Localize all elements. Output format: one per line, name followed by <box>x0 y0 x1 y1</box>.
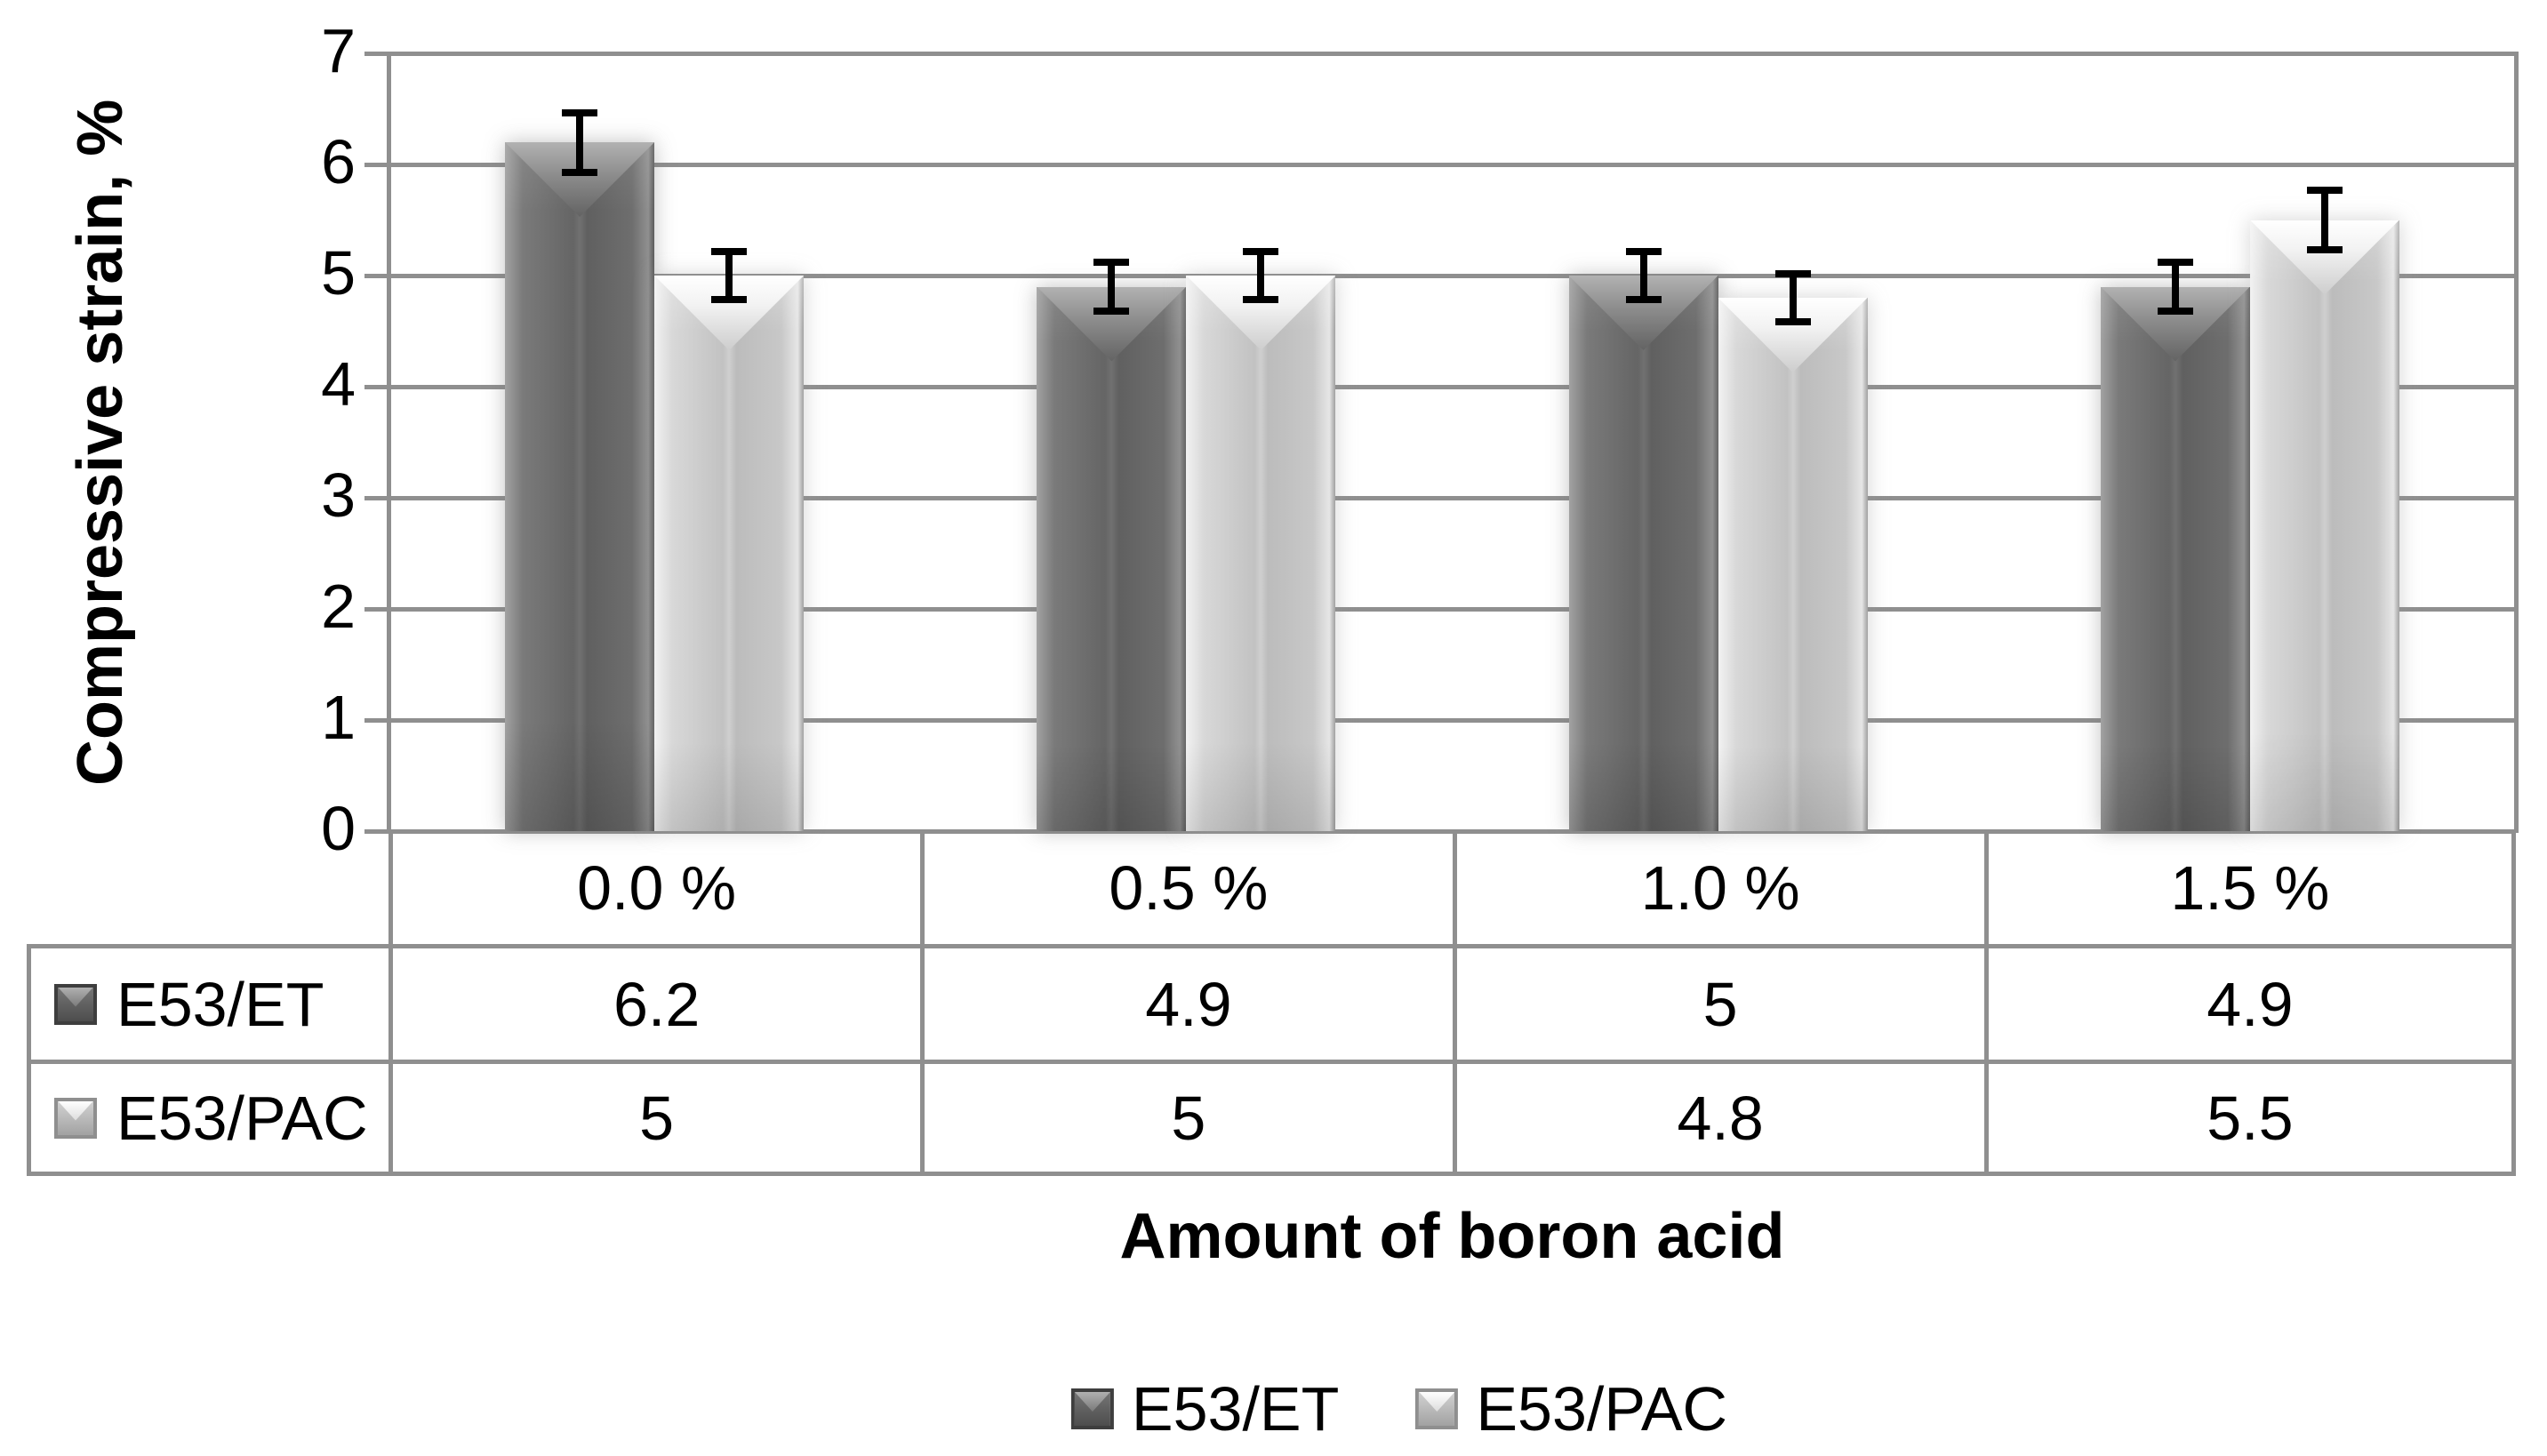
y-axis-tick-mark <box>364 273 389 278</box>
error-bar <box>1093 259 1130 315</box>
legend-key-light-icon <box>1415 1388 1459 1429</box>
series-label: E53/ET <box>116 969 324 1039</box>
plot-right-border <box>2513 52 2519 833</box>
value-cell: 5 <box>1452 944 1984 1060</box>
gridline-y-4 <box>388 384 2516 389</box>
gridline-y-7 <box>388 51 2516 56</box>
error-bar <box>2157 259 2193 315</box>
gridline-y-5 <box>388 273 2516 278</box>
y-axis-tick-mark <box>364 384 389 389</box>
error-bar <box>1243 247 1279 304</box>
y-axis-tick-label: 3 <box>321 460 356 531</box>
error-bar-top-cap <box>1093 259 1130 267</box>
x-axis-title: Amount of boron acid <box>1119 1201 1785 1272</box>
y-axis-tick-mark <box>364 162 389 167</box>
error-bar-line <box>725 247 733 304</box>
y-axis-tick-label: 4 <box>321 349 356 420</box>
error-bar-bottom-cap <box>1625 296 1662 304</box>
table-corner-blank <box>27 831 388 944</box>
bar-e53-pac-4 <box>2249 220 2399 831</box>
error-bar-top-cap <box>1243 247 1279 255</box>
gridline-y-6 <box>388 162 2516 167</box>
gridline-y-2 <box>388 606 2516 612</box>
error-bar <box>1774 269 1811 326</box>
error-bar-bottom-cap <box>1093 307 1130 315</box>
error-bar-top-cap <box>562 108 598 116</box>
error-bar <box>562 108 598 176</box>
bar-e53-et-2 <box>1037 286 1187 831</box>
bar-e53-pac-3 <box>1718 298 1868 831</box>
value-cell: 4.9 <box>920 944 1453 1060</box>
y-axis-tick-label: 0 <box>321 794 356 864</box>
error-bar-line <box>1789 269 1797 326</box>
legend-key-dark-icon <box>54 983 97 1025</box>
value-cell: 5 <box>388 1060 921 1176</box>
y-axis-tick-label: 2 <box>321 572 356 642</box>
bar-e53-et-1 <box>505 142 655 831</box>
legend-label: E53/ET <box>1131 1374 1340 1444</box>
error-bar-top-cap <box>711 247 748 255</box>
series-label-cell: E53/PAC <box>27 1060 388 1176</box>
series-label-cell: E53/ET <box>27 944 388 1060</box>
y-axis-tick-mark <box>364 495 389 500</box>
error-bar-top-cap <box>2306 187 2343 194</box>
value-cell: 5 <box>920 1060 1453 1176</box>
y-axis-tick-label: 7 <box>321 16 356 86</box>
error-bar-line <box>1108 259 1116 315</box>
error-bar-top-cap <box>1774 269 1811 277</box>
y-axis-tick-label: 5 <box>321 238 356 308</box>
error-bar-line <box>1257 247 1265 304</box>
legend-label: E53/PAC <box>1476 1374 1728 1444</box>
y-axis-tick-mark <box>364 828 389 834</box>
value-cell: 5.5 <box>1983 1060 2516 1176</box>
value-cell: 4.9 <box>1983 944 2516 1060</box>
error-bar-line <box>2171 259 2179 315</box>
error-bar <box>2306 187 2343 253</box>
value-cell: 6.2 <box>388 944 921 1060</box>
y-axis-tick-label: 1 <box>321 683 356 753</box>
plot-area <box>386 51 2519 834</box>
legend-key-dark-icon <box>1070 1388 1114 1429</box>
error-bar <box>711 247 748 304</box>
legend-item-e53-et: E53/ET <box>1070 1373 1340 1444</box>
error-bar-line <box>2320 187 2328 253</box>
y-axis-tick-mark <box>364 606 389 612</box>
legend-key-light-icon <box>54 1097 97 1139</box>
bar-e53-et-4 <box>2100 286 2250 831</box>
error-bar-bottom-cap <box>1774 318 1811 326</box>
error-bar-bottom-cap <box>1243 296 1279 304</box>
series-label: E53/PAC <box>116 1083 368 1153</box>
error-bar-line <box>576 108 584 176</box>
category-label-cell: 1.0 % <box>1452 831 1984 944</box>
error-bar-top-cap <box>2157 259 2193 267</box>
category-label-cell: 0.5 % <box>920 831 1452 944</box>
legend-item-e53-pac: E53/PAC <box>1415 1373 1727 1444</box>
value-cell: 4.8 <box>1452 1060 1984 1176</box>
error-bar-bottom-cap <box>711 296 748 304</box>
error-bar-top-cap <box>1625 247 1662 255</box>
y-axis-title: Compressive strain, % <box>65 99 136 786</box>
y-axis-line <box>386 52 391 833</box>
error-bar-line <box>1639 247 1647 304</box>
category-label-cell: 0.0 % <box>388 831 920 944</box>
error-bar-bottom-cap <box>2306 246 2343 253</box>
y-axis-tick-label: 6 <box>321 127 356 197</box>
error-bar-bottom-cap <box>2157 307 2193 315</box>
bar-e53-et-3 <box>1568 276 1718 831</box>
chart-legend: E53/ET E53/PAC <box>1070 1373 1727 1444</box>
gridline-y-1 <box>388 717 2516 723</box>
gridline-y-3 <box>388 495 2516 500</box>
category-label-cell: 1.5 % <box>1983 831 2516 944</box>
bar-e53-pac-1 <box>654 276 805 831</box>
y-axis-tick-mark <box>364 51 389 56</box>
error-bar-bottom-cap <box>562 168 598 176</box>
error-bar <box>1625 247 1662 304</box>
bar-e53-pac-2 <box>1186 276 1336 831</box>
y-axis-tick-mark <box>364 717 389 723</box>
chart-data-table: 0.0 % 0.5 % 1.0 % 1.5 % E53/ET 6.2 4.9 5 4.9 E53/… <box>27 831 2516 1176</box>
